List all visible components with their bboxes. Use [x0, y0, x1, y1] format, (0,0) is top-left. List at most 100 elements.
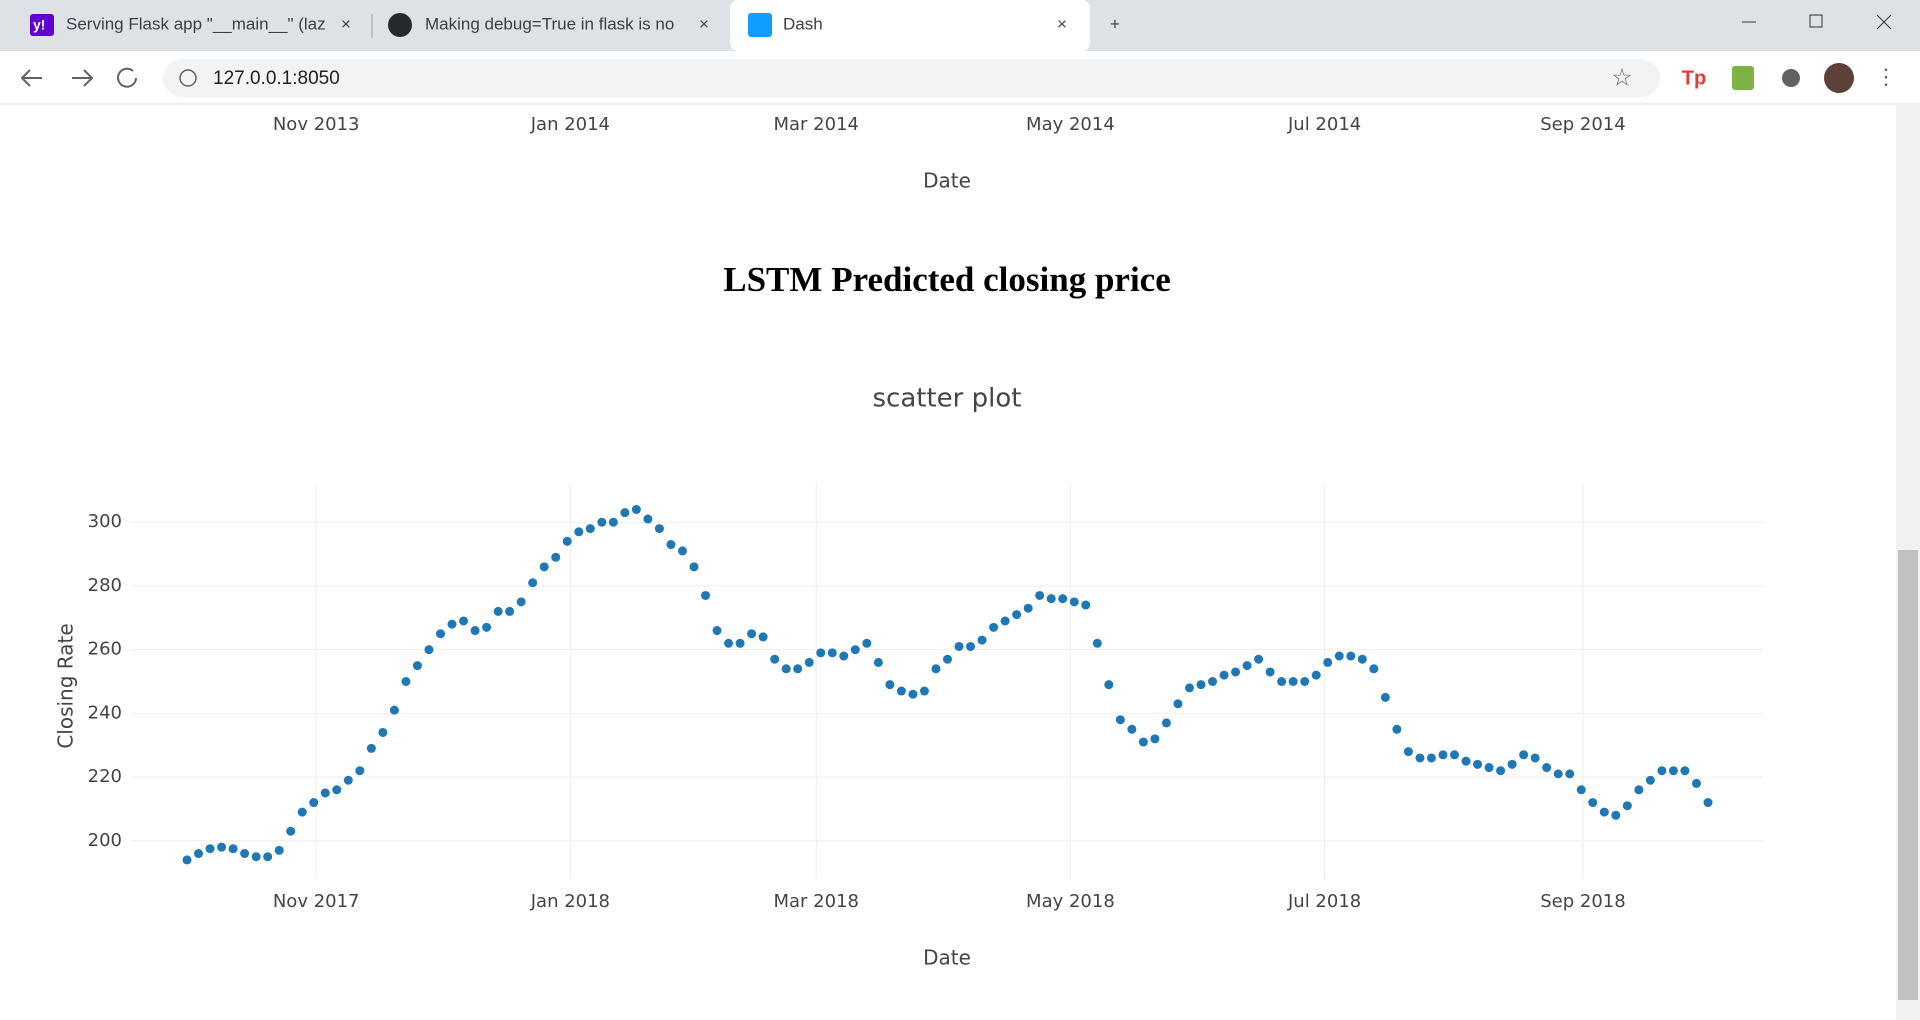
- new-tab[interactable]: +: [1110, 14, 1120, 33]
- point: [954, 641, 964, 651]
- point: [1380, 692, 1390, 702]
- point: [1012, 610, 1022, 620]
- point: [516, 597, 526, 607]
- point: [1127, 724, 1137, 734]
- back[interactable]: [20, 69, 42, 87]
- point: [217, 842, 227, 852]
- point: [1242, 661, 1252, 671]
- point: [1668, 766, 1678, 776]
- point: [631, 504, 641, 514]
- omnibox[interactable]: [163, 59, 1660, 97]
- x-axis-title: Date: [923, 946, 971, 970]
- url[interactable]: 127.0.0.1:8050: [213, 68, 340, 89]
- point: [1611, 810, 1621, 820]
- point: [562, 536, 572, 546]
- point: [1046, 594, 1056, 604]
- tab-title[interactable]: Making debug=True in flask is no: [425, 14, 674, 33]
- point: [332, 785, 342, 795]
- x-tick-label: Jan 2018: [530, 891, 610, 912]
- point: [528, 578, 538, 588]
- x-tick-label: Jul 2018: [1287, 891, 1361, 912]
- profile[interactable]: [1824, 63, 1854, 93]
- y-tick-label: 240: [88, 702, 122, 723]
- y-tick-label: 200: [88, 830, 122, 851]
- point: [1599, 807, 1609, 817]
- point: [989, 622, 999, 632]
- info-icon[interactable]: [179, 69, 197, 87]
- point: [862, 638, 872, 648]
- point: [447, 619, 457, 629]
- point: [758, 632, 768, 642]
- scroll-thumb[interactable]: [1898, 550, 1918, 1000]
- point: [1657, 766, 1667, 776]
- tab-close[interactable]: ×: [1057, 14, 1067, 33]
- point: [1035, 590, 1045, 600]
- menu[interactable]: ⋮: [1875, 64, 1897, 89]
- point: [274, 845, 284, 855]
- point: [1069, 597, 1079, 607]
- point: [182, 855, 192, 865]
- point: [1265, 667, 1275, 677]
- point: [643, 514, 653, 524]
- point: [1346, 651, 1356, 661]
- point: [263, 852, 273, 862]
- tab-close[interactable]: ×: [341, 14, 351, 33]
- point: [1588, 798, 1598, 808]
- point: [919, 686, 929, 696]
- point: [666, 540, 676, 550]
- point: [1369, 664, 1379, 674]
- extension[interactable]: [1732, 66, 1754, 90]
- point: [781, 664, 791, 674]
- forward[interactable]: [72, 69, 94, 87]
- tab-title[interactable]: Dash: [783, 14, 823, 33]
- point: [1104, 680, 1114, 690]
- point: [1323, 657, 1333, 667]
- point: [286, 826, 296, 836]
- point: [459, 616, 469, 626]
- point: [597, 517, 607, 527]
- x-tick-label: Nov 2017: [273, 891, 360, 912]
- point: [1634, 785, 1644, 795]
- point: [827, 648, 837, 658]
- x-tick-label: Sep 2018: [1540, 891, 1625, 912]
- point: [1334, 651, 1344, 661]
- point: [804, 657, 814, 667]
- point: [943, 654, 952, 664]
- reload[interactable]: [117, 67, 137, 88]
- tab-icon: [30, 14, 54, 36]
- active-tab[interactable]: [730, 0, 1090, 51]
- point: [1553, 769, 1563, 779]
- point: [436, 629, 445, 639]
- x-tick-label: Sep 2014: [1540, 114, 1625, 135]
- point: [251, 852, 261, 862]
- bookmark-star[interactable]: ☆: [1611, 64, 1633, 91]
- point: [505, 606, 515, 616]
- point: [620, 508, 630, 518]
- point: [320, 788, 330, 798]
- tab-close[interactable]: ×: [699, 14, 709, 33]
- point: [1357, 654, 1367, 664]
- point: [701, 590, 711, 600]
- point: [1058, 594, 1068, 604]
- x-tick-label: Jul 2014: [1287, 114, 1361, 135]
- point: [228, 844, 238, 854]
- point: [908, 689, 918, 699]
- point: [205, 844, 215, 854]
- point: [1115, 715, 1125, 725]
- y-tick-label: 280: [88, 575, 122, 596]
- close-window[interactable]: [1876, 14, 1892, 30]
- y-tick-label: 260: [88, 639, 122, 660]
- y-axis-title: Closing Rate: [54, 623, 78, 748]
- point: [608, 517, 618, 527]
- tab-title[interactable]: Serving Flask app "__main__" (laz: [66, 14, 326, 33]
- point: [1081, 600, 1091, 610]
- point: [401, 677, 411, 686]
- extensions-menu[interactable]: [1782, 69, 1800, 87]
- point: [770, 654, 780, 664]
- point: [724, 638, 734, 648]
- point: [1507, 759, 1517, 769]
- extension[interactable]: Tp: [1682, 67, 1706, 89]
- point: [1530, 753, 1540, 763]
- restore[interactable]: [1809, 14, 1823, 28]
